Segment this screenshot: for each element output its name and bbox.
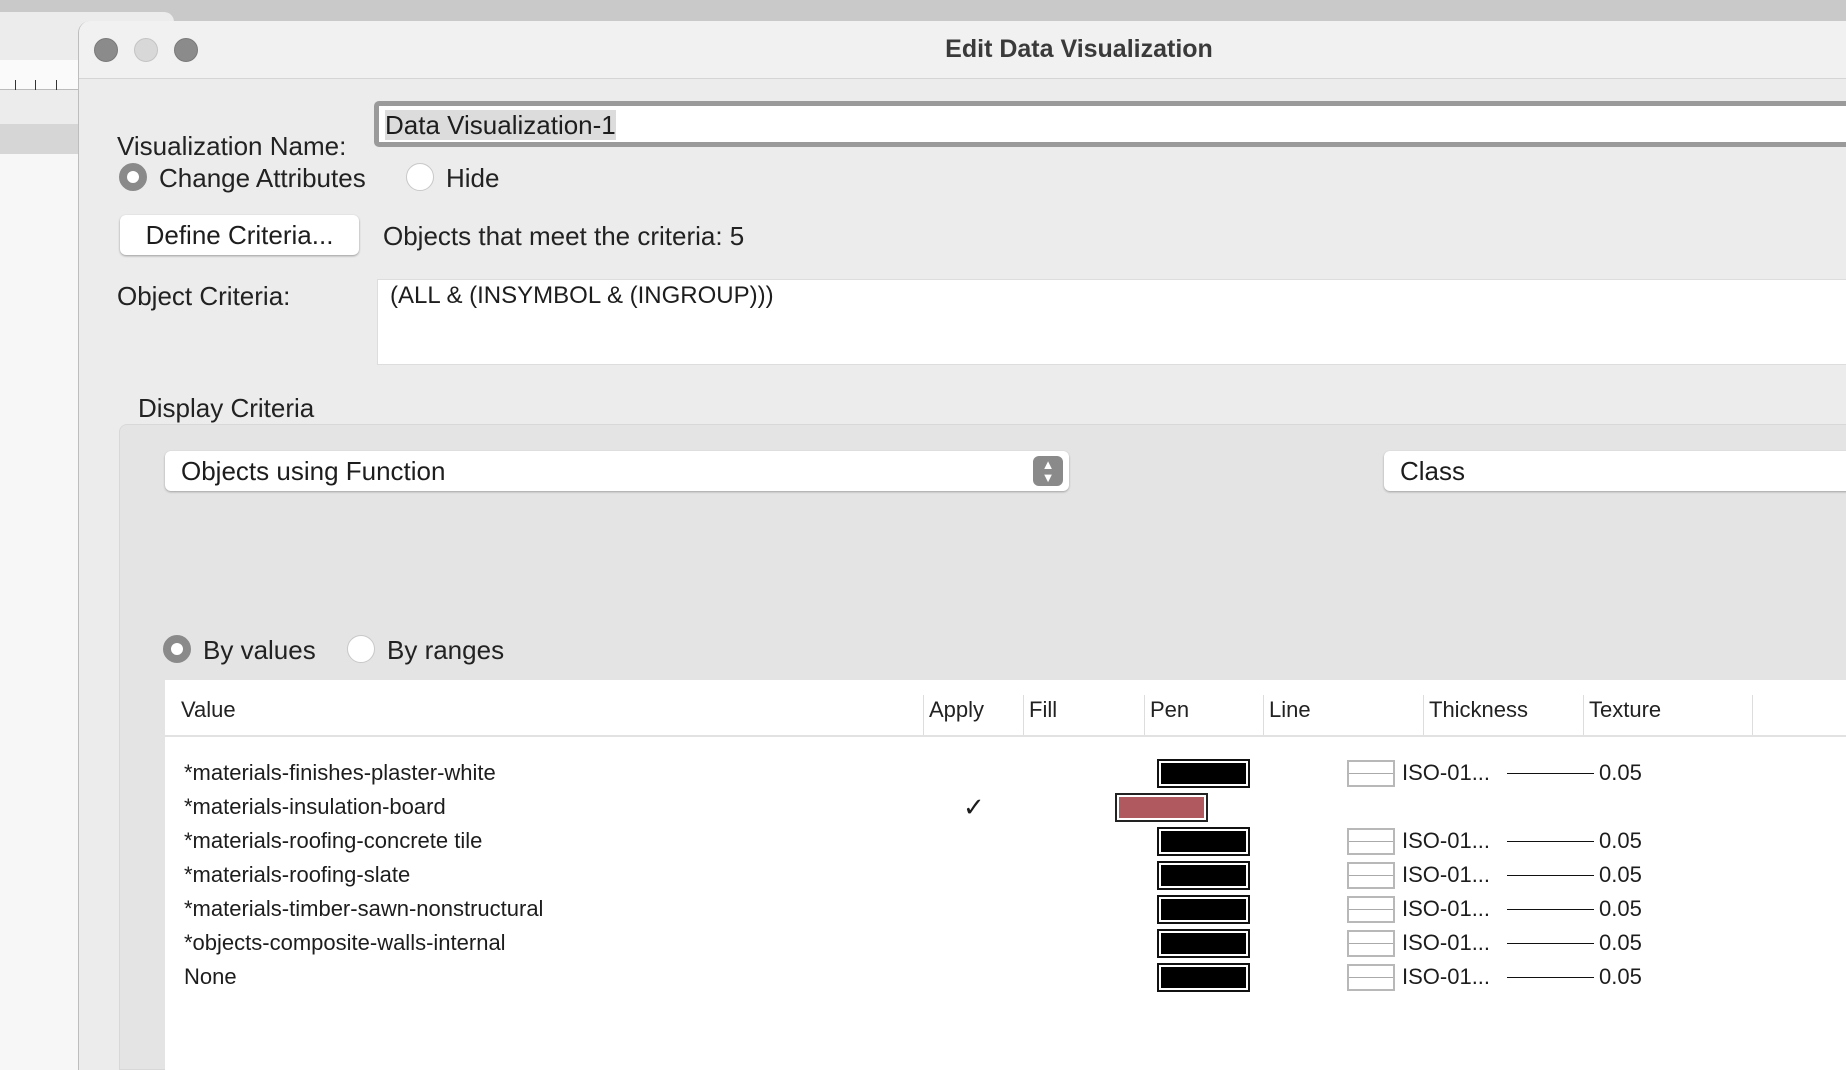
line-style-swatch[interactable]: [1347, 930, 1395, 957]
pen-swatch[interactable]: [1157, 759, 1250, 788]
header-divider: [165, 735, 1846, 737]
ruler-tick: [35, 80, 36, 90]
change-attributes-label: Change Attributes: [159, 163, 366, 193]
column-divider: [1752, 695, 1758, 735]
apply-check-icon[interactable]: ✓: [963, 792, 985, 822]
line-style-name: ISO-01...: [1402, 828, 1491, 853]
column-header-thickness[interactable]: Thickness: [1423, 695, 1528, 735]
pen-swatch[interactable]: [1157, 861, 1250, 890]
visualization-name-value: Data Visualization-1: [385, 110, 616, 140]
value-cell: *materials-roofing-slate: [184, 862, 411, 887]
ruler-tick: [56, 80, 57, 90]
table-row[interactable]: *objects-composite-walls-internal ISO-01.…: [165, 926, 1846, 960]
pen-swatch[interactable]: [1157, 895, 1250, 924]
value-cell: *materials-timber-sawn-nonstructural: [184, 896, 544, 921]
thickness-value[interactable]: 0.05: [1599, 760, 1642, 785]
criteria-type-value: Objects using Function: [181, 456, 446, 486]
table-row[interactable]: *materials-finishes-plaster-white ISO-01.…: [165, 756, 1846, 790]
value-cell: *objects-composite-walls-internal: [184, 930, 506, 955]
minimize-button[interactable]: [134, 38, 158, 62]
thickness-line-sample: [1507, 875, 1594, 876]
by-values-radio[interactable]: [163, 635, 191, 663]
value-cell: *materials-finishes-plaster-white: [184, 760, 496, 785]
thickness-line-sample: [1507, 773, 1594, 774]
zoom-button[interactable]: [174, 38, 198, 62]
pen-swatch[interactable]: [1157, 963, 1250, 992]
thickness-line-sample: [1507, 841, 1594, 842]
criteria-count-text: Objects that meet the criteria: 5: [383, 221, 745, 251]
value-cell: *materials-insulation-board: [184, 794, 446, 819]
line-style-swatch[interactable]: [1347, 896, 1395, 923]
thickness-value[interactable]: 0.05: [1599, 930, 1642, 955]
table-row[interactable]: None ISO-01... 0.05: [165, 960, 1846, 994]
thickness-value[interactable]: 0.05: [1599, 862, 1642, 887]
table-row[interactable]: *materials-timber-sawn-nonstructural ISO-…: [165, 892, 1846, 926]
line-style-name: ISO-01...: [1402, 896, 1491, 921]
column-header-pen[interactable]: Pen: [1144, 695, 1189, 735]
background-ruler: [0, 60, 80, 90]
by-ranges-radio[interactable]: [347, 635, 375, 663]
line-style-swatch[interactable]: [1347, 760, 1395, 787]
change-attributes-radio[interactable]: [119, 163, 147, 191]
line-style-swatch[interactable]: [1347, 964, 1395, 991]
background-toolbar: [0, 124, 80, 154]
hide-label: Hide: [446, 163, 500, 193]
edit-data-visualization-dialog: Edit Data Visualization Visualization Na…: [78, 21, 1846, 1070]
title-bar: Edit Data Visualization: [79, 21, 1846, 79]
by-values-label: By values: [203, 635, 316, 665]
line-style-swatch[interactable]: [1347, 828, 1395, 855]
background-canvas: [0, 154, 80, 1070]
column-header-apply[interactable]: Apply: [923, 695, 984, 735]
column-header-line[interactable]: Line: [1263, 695, 1311, 735]
value-cell: None: [184, 964, 237, 989]
window-title: Edit Data Visualization: [945, 35, 1213, 63]
fill-swatch[interactable]: [1115, 793, 1208, 822]
line-style-swatch[interactable]: [1347, 862, 1395, 889]
pen-swatch[interactable]: [1157, 827, 1250, 856]
values-table: Value Apply Fill Pen Line Thickness Text…: [165, 680, 1846, 1070]
visualization-name-input[interactable]: Data Visualization-1: [374, 101, 1846, 147]
table-row[interactable]: *materials-roofing-slate ISO-01... 0.05: [165, 858, 1846, 892]
thickness-value[interactable]: 0.05: [1599, 964, 1642, 989]
line-style-name: ISO-01...: [1402, 760, 1491, 785]
thickness-line-sample: [1507, 943, 1594, 944]
column-header-texture[interactable]: Texture: [1583, 695, 1661, 735]
object-criteria-label: Object Criteria:: [117, 281, 291, 311]
value-cell: *materials-roofing-concrete tile: [184, 828, 483, 853]
thickness-value[interactable]: 0.05: [1599, 896, 1642, 921]
thickness-line-sample: [1507, 909, 1594, 910]
table-row[interactable]: *materials-insulation-board ✓: [165, 790, 1846, 824]
column-header-fill[interactable]: Fill: [1023, 695, 1057, 735]
table-row[interactable]: *materials-roofing-concrete tile ISO-01..…: [165, 824, 1846, 858]
line-style-name: ISO-01...: [1402, 930, 1491, 955]
thickness-line-sample: [1507, 977, 1594, 978]
visualization-name-label: Visualization Name:: [117, 131, 347, 161]
class-select[interactable]: Class: [1384, 451, 1846, 491]
display-criteria-label: Display Criteria: [138, 393, 315, 423]
line-style-name: ISO-01...: [1402, 862, 1491, 887]
thickness-value[interactable]: 0.05: [1599, 828, 1642, 853]
pen-swatch[interactable]: [1157, 929, 1250, 958]
by-ranges-label: By ranges: [387, 635, 505, 665]
criteria-type-select[interactable]: Objects using Function ▲ ▼: [165, 451, 1069, 491]
ruler-tick: [15, 80, 16, 90]
define-criteria-button[interactable]: Define Criteria...: [120, 215, 359, 255]
line-style-name: ISO-01...: [1402, 964, 1491, 989]
object-criteria-field[interactable]: (ALL & (INSYMBOL & (INGROUP))): [377, 279, 1846, 365]
up-down-chevron-icon: ▲ ▼: [1033, 456, 1063, 486]
column-header-value[interactable]: Value: [181, 697, 236, 722]
close-button[interactable]: [94, 38, 118, 62]
class-value: Class: [1400, 456, 1466, 486]
hide-radio[interactable]: [406, 163, 434, 191]
